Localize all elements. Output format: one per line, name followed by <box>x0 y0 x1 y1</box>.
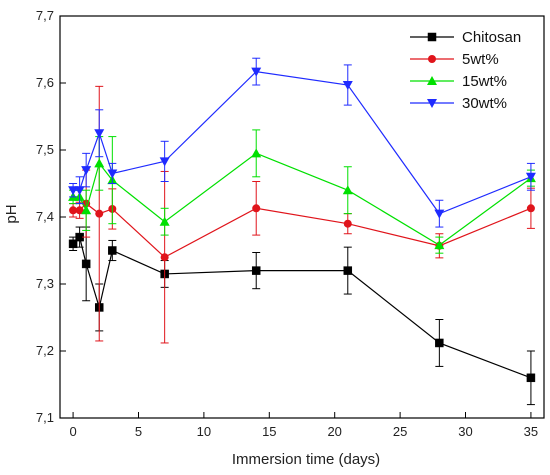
data-point <box>251 67 262 77</box>
data-point <box>159 216 170 226</box>
data-point <box>68 239 78 249</box>
series-30wt <box>68 57 536 228</box>
x-tick-label: 20 <box>327 424 341 439</box>
legend-marker <box>428 55 436 63</box>
y-tick-label: 7,3 <box>36 276 54 291</box>
series-line <box>72 235 532 379</box>
x-axis-title: Immersion time (days) <box>232 451 380 468</box>
data-point <box>252 204 261 213</box>
data-point <box>526 204 535 213</box>
y-tick-label: 7,1 <box>36 410 54 425</box>
y-tick-label: 7,5 <box>36 142 54 157</box>
data-point <box>68 186 79 196</box>
x-tick-label: 25 <box>393 424 407 439</box>
data-point <box>342 185 353 195</box>
series-5wt <box>69 85 535 344</box>
series-layer <box>68 57 536 406</box>
data-point <box>160 253 169 262</box>
x-tick-label: 10 <box>197 424 211 439</box>
data-point <box>343 219 352 228</box>
legend-label: 15wt% <box>462 73 507 90</box>
x-tick-label: 15 <box>262 424 276 439</box>
y-tick-label: 7,4 <box>36 209 54 224</box>
legend-label: 30wt% <box>462 95 507 112</box>
data-point <box>108 246 117 255</box>
data-point <box>69 206 78 215</box>
legend: Chitosan 5wt% 15wt% 30wt% <box>410 29 521 112</box>
y-tick-label: 7,6 <box>36 75 54 90</box>
data-point <box>435 338 444 348</box>
data-point <box>94 129 105 139</box>
data-point <box>159 157 170 167</box>
data-point <box>95 209 104 218</box>
legend-item: 30wt% <box>410 95 507 112</box>
legend-item: 5wt% <box>410 51 499 68</box>
y-axis: 7,1 7,2 7,3 7,4 7,5 7,6 7,7 <box>36 8 66 425</box>
data-point <box>74 186 85 196</box>
data-point <box>94 158 105 168</box>
data-point <box>81 166 92 176</box>
data-point <box>434 240 445 250</box>
x-tick-label: 5 <box>135 424 142 439</box>
x-tick-label: 30 <box>458 424 472 439</box>
legend-marker <box>427 99 437 108</box>
legend-item: 15wt% <box>410 73 507 90</box>
series-chitosan <box>68 226 536 406</box>
data-point <box>343 266 353 275</box>
legend-item: Chitosan <box>410 29 521 46</box>
series-line <box>73 202 532 258</box>
data-point <box>525 172 536 182</box>
x-axis: 0 5 10 15 20 25 30 35 <box>69 412 538 439</box>
series-line <box>73 70 532 215</box>
data-point <box>251 148 262 158</box>
data-point <box>81 205 92 215</box>
data-point <box>251 266 261 275</box>
data-point <box>75 206 84 215</box>
data-point <box>107 169 118 179</box>
y-tick-label: 7,2 <box>36 343 54 358</box>
data-point <box>81 259 91 269</box>
data-point <box>342 81 353 91</box>
x-tick-label: 35 <box>524 424 538 439</box>
legend-marker <box>427 76 437 85</box>
y-tick-label: 7,7 <box>36 8 54 23</box>
data-point <box>434 209 445 219</box>
legend-label: Chitosan <box>462 29 521 46</box>
data-point <box>526 373 536 383</box>
legend-marker <box>427 32 437 42</box>
y-axis-title: pH <box>3 204 20 223</box>
x-tick-label: 0 <box>69 424 76 439</box>
legend-label: 5wt% <box>462 51 499 68</box>
